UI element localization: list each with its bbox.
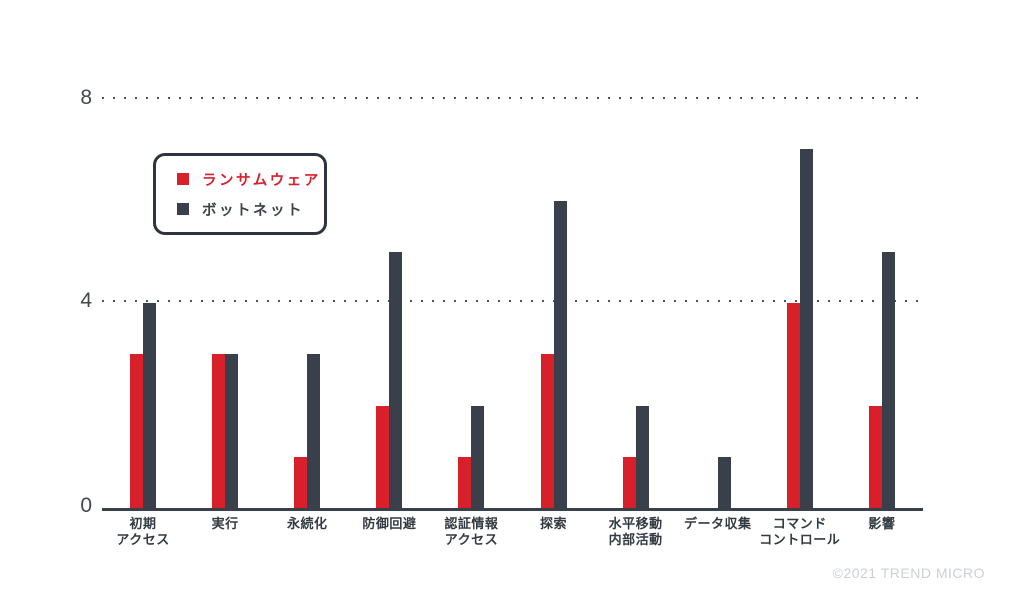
bar-group bbox=[512, 98, 594, 508]
x-axis-label: データ収集 bbox=[683, 516, 752, 531]
botnet-bar bbox=[307, 354, 321, 508]
y-tick-label-0: 0 bbox=[80, 494, 92, 517]
bar-group bbox=[184, 98, 266, 508]
x-axis-label: 実行 bbox=[211, 516, 239, 531]
ransomware-bar bbox=[622, 456, 636, 508]
legend-label-ransomware: ランサムウェア bbox=[202, 172, 321, 189]
botnet-bar bbox=[225, 354, 239, 508]
bar-group bbox=[759, 98, 841, 508]
bar-group bbox=[430, 98, 512, 508]
bar-group bbox=[841, 98, 923, 508]
x-axis-labels: 初期 アクセス 実行 永続化 防御回避 認証情報 アクセス 探索 水平移動 内部活動 データ収… bbox=[102, 516, 923, 548]
ransomware-bar bbox=[868, 405, 882, 508]
botnet-swatch-icon bbox=[177, 203, 189, 215]
bar-group bbox=[595, 98, 677, 508]
legend-label-botnet: ボットネット bbox=[202, 202, 304, 219]
ransomware-bar bbox=[212, 354, 226, 508]
ransomware-bar bbox=[540, 354, 554, 508]
bar-group bbox=[266, 98, 348, 508]
botnet-bar bbox=[717, 456, 731, 508]
y-tick-label-8: 8 bbox=[80, 86, 92, 109]
ransomware-swatch-icon bbox=[177, 173, 189, 185]
x-axis-label: 認証情報 アクセス bbox=[444, 516, 499, 547]
botnet-bar bbox=[471, 405, 485, 508]
x-axis-label: 影響 bbox=[868, 516, 896, 531]
ransomware-bar bbox=[786, 303, 800, 508]
x-axis-label: 永続化 bbox=[286, 516, 328, 531]
botnet-bar bbox=[635, 405, 649, 508]
legend-item-ransomware: ランサムウェア bbox=[177, 169, 324, 190]
botnet-bar bbox=[799, 149, 813, 508]
gridline-8 bbox=[102, 97, 923, 99]
bar-group bbox=[348, 98, 430, 508]
x-axis-label: 初期 アクセス bbox=[116, 516, 170, 547]
bar-group bbox=[677, 98, 759, 508]
ransomware-bar bbox=[294, 456, 308, 508]
legend-item-botnet: ボットネット bbox=[177, 199, 324, 220]
ransomware-bar bbox=[130, 354, 144, 508]
x-axis-label: コマンド コントロール bbox=[759, 516, 841, 547]
copyright: ©2021 TREND MICRO bbox=[832, 565, 985, 581]
botnet-bar bbox=[553, 200, 567, 508]
botnet-bar bbox=[881, 251, 895, 508]
x-axis-label: 水平移動 内部活動 bbox=[608, 516, 663, 547]
ransomware-bar bbox=[458, 456, 472, 508]
plot-area bbox=[102, 98, 923, 511]
y-tick-label-4: 4 bbox=[80, 289, 92, 312]
x-axis-label: 探索 bbox=[540, 516, 568, 531]
botnet-bar bbox=[143, 303, 157, 508]
legend: ランサムウェア ボットネット bbox=[153, 153, 327, 235]
ransomware-bar bbox=[376, 405, 390, 508]
gridline-4 bbox=[102, 300, 923, 302]
botnet-bar bbox=[389, 251, 403, 508]
bar-group bbox=[102, 98, 184, 508]
x-axis-label: 防御回避 bbox=[362, 516, 417, 531]
